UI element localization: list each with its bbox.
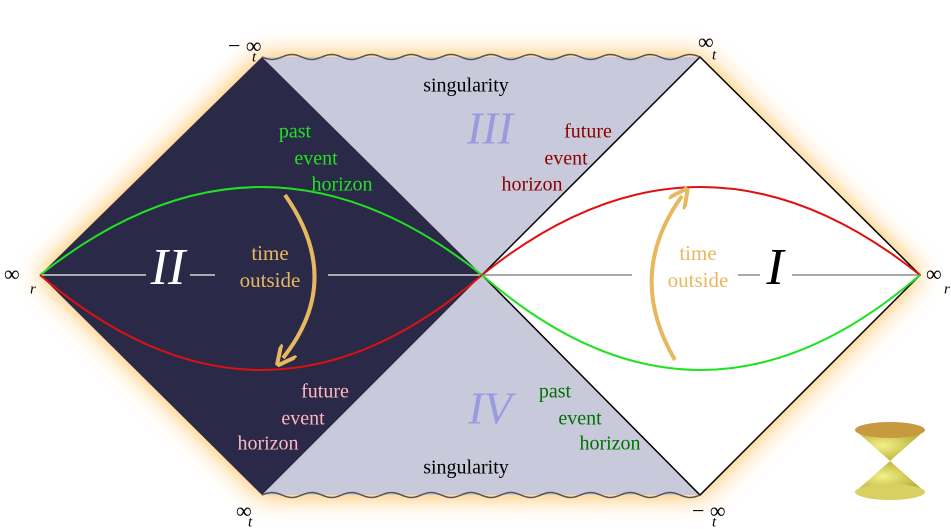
- singularity-label: singularity: [423, 457, 509, 479]
- time-arrow: [283, 193, 317, 358]
- region-label: IV: [467, 383, 516, 434]
- time-label: outside: [240, 268, 301, 292]
- horizon-label: event: [558, 408, 602, 430]
- singularity-line: [261, 491, 701, 499]
- horizon-label: past: [279, 121, 312, 143]
- horizon-label: event: [281, 408, 325, 430]
- past-horizon-curve: [481, 274, 921, 371]
- horizon-label: event: [294, 148, 338, 170]
- time-arrow: [649, 196, 682, 362]
- horizon-label: horizon: [579, 433, 640, 455]
- time-label: time: [679, 241, 716, 265]
- infinity-subscript: r: [30, 281, 36, 297]
- horizon-label: horizon: [311, 174, 372, 196]
- horizon-label: horizon: [501, 174, 562, 196]
- singularity-label: singularity: [423, 75, 509, 97]
- infinity-subscript: t: [248, 514, 253, 529]
- infinity-label: ∞: [236, 498, 252, 523]
- horizon-label: future: [301, 381, 349, 403]
- infinity-label: − ∞: [228, 33, 262, 58]
- time-label: outside: [668, 268, 729, 292]
- infinity-label: ∞: [4, 261, 20, 286]
- horizon-label: past: [539, 381, 572, 403]
- region-label: III: [466, 103, 516, 154]
- horizon-label: future: [564, 121, 612, 143]
- future-horizon-curve: [39, 274, 483, 371]
- singularity-line: [261, 53, 701, 61]
- region-label: II: [150, 239, 188, 296]
- infinity-subscript: r: [944, 281, 950, 297]
- infinity-label: ∞: [926, 261, 942, 286]
- infinity-label: − ∞: [692, 498, 726, 523]
- past-horizon-curve: [39, 186, 483, 276]
- light-cone-icon: [855, 422, 925, 500]
- time-label: time: [251, 241, 288, 265]
- region-iii: [262, 57, 700, 275]
- infinity-subscript: t: [712, 47, 717, 63]
- region-label: I: [765, 239, 786, 296]
- infinity-label: ∞: [698, 29, 714, 54]
- infinity-subscript: t: [252, 49, 257, 65]
- infinity-subscript: t: [712, 514, 717, 529]
- horizon-label: event: [544, 148, 588, 170]
- future-horizon-curve: [481, 186, 921, 276]
- horizon-label: horizon: [237, 433, 298, 455]
- region-iv: [262, 275, 700, 495]
